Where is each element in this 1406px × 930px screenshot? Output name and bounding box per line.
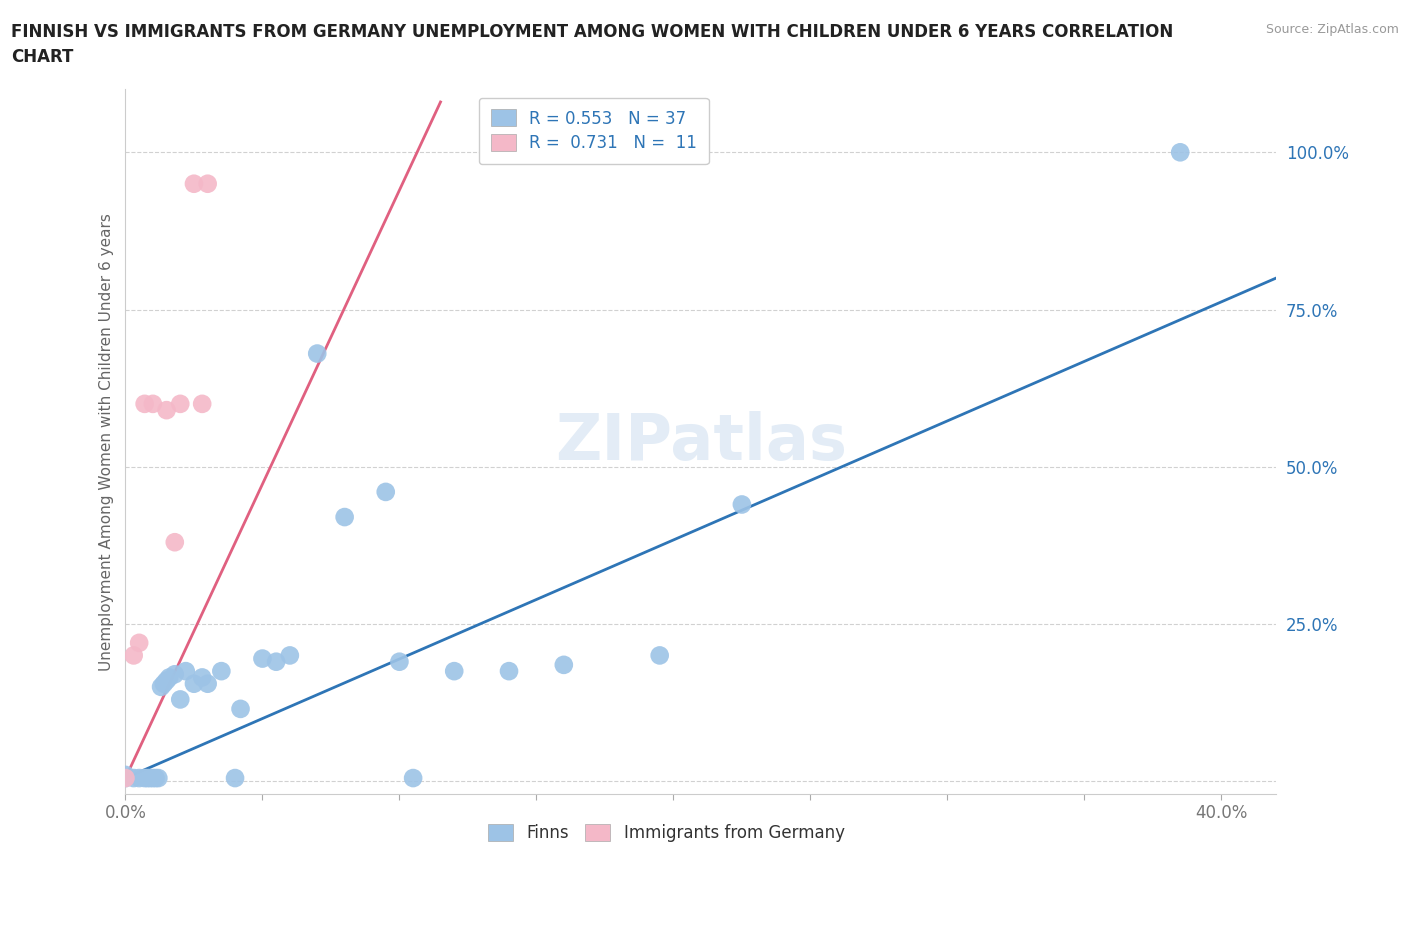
Point — [134, 396, 156, 411]
Point — [114, 771, 136, 786]
Point — [374, 485, 396, 499]
Point — [307, 346, 329, 361]
Point — [145, 771, 167, 786]
Point — [191, 670, 214, 684]
Point — [224, 771, 246, 786]
Point — [169, 396, 191, 411]
Point — [128, 635, 150, 650]
Point — [114, 767, 136, 782]
Point — [163, 535, 186, 550]
Point — [142, 396, 165, 411]
Point — [157, 670, 180, 684]
Point — [150, 680, 173, 695]
Y-axis label: Unemployment Among Women with Children Under 6 years: Unemployment Among Women with Children U… — [100, 213, 114, 671]
Point — [128, 771, 150, 786]
Point — [183, 676, 205, 691]
Point — [142, 771, 165, 786]
Point — [155, 403, 177, 418]
Point — [388, 655, 411, 670]
Point — [498, 664, 520, 679]
Point — [648, 648, 671, 663]
Point — [134, 771, 156, 786]
Point — [229, 701, 252, 716]
Point — [114, 771, 136, 786]
Point — [264, 655, 287, 670]
Point — [148, 771, 170, 786]
Point — [252, 651, 274, 666]
Point — [169, 692, 191, 707]
Point — [174, 664, 197, 679]
Point — [197, 676, 219, 691]
Point — [443, 664, 465, 679]
Point — [163, 667, 186, 682]
Point — [122, 648, 145, 663]
Point — [553, 658, 575, 672]
Point — [122, 771, 145, 786]
Point — [278, 648, 301, 663]
Legend: Finns, Immigrants from Germany: Finns, Immigrants from Germany — [481, 817, 852, 849]
Point — [153, 676, 176, 691]
Point — [136, 771, 159, 786]
Text: FINNISH VS IMMIGRANTS FROM GERMANY UNEMPLOYMENT AMONG WOMEN WITH CHILDREN UNDER : FINNISH VS IMMIGRANTS FROM GERMANY UNEMP… — [11, 23, 1174, 41]
Text: ZIPatlas: ZIPatlas — [555, 410, 846, 472]
Point — [183, 177, 205, 192]
Point — [731, 497, 754, 512]
Point — [139, 771, 162, 786]
Text: CHART: CHART — [11, 48, 73, 66]
Point — [191, 396, 214, 411]
Point — [333, 510, 356, 525]
Point — [402, 771, 425, 786]
Point — [155, 673, 177, 688]
Point — [209, 664, 232, 679]
Point — [1168, 145, 1191, 160]
Point — [197, 177, 219, 192]
Text: Source: ZipAtlas.com: Source: ZipAtlas.com — [1265, 23, 1399, 36]
